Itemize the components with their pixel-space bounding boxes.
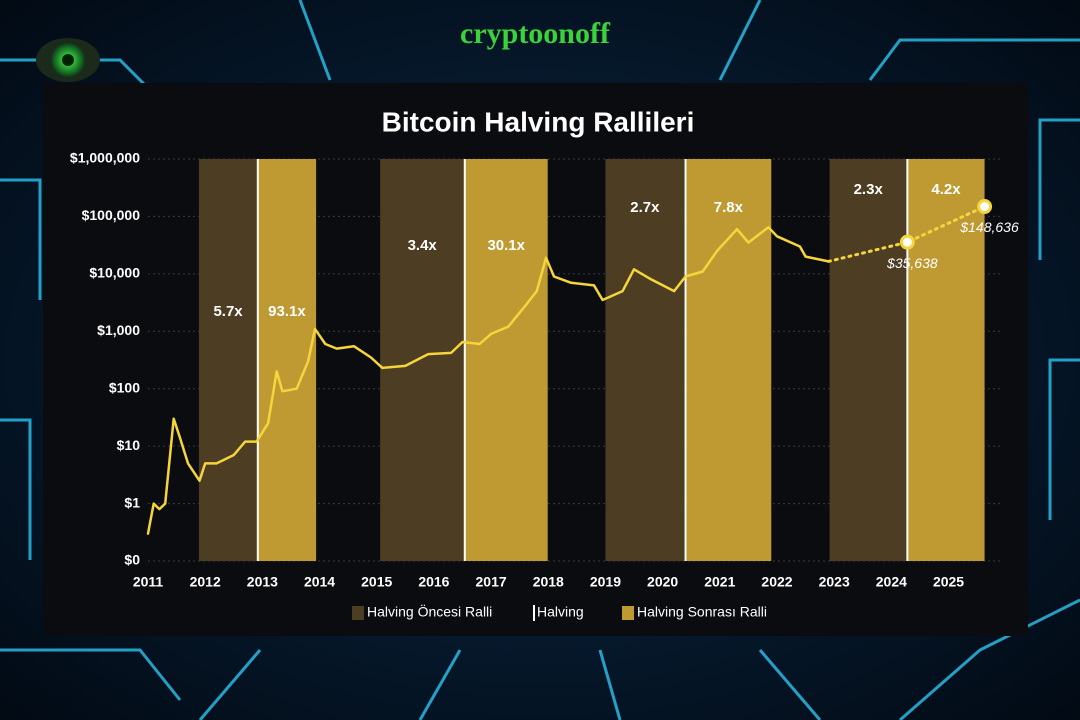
legend-label: Halving Sonrası Ralli (637, 604, 767, 620)
projection-point (977, 199, 993, 215)
legend-swatch (352, 606, 364, 620)
x-tick-label: 2015 (361, 574, 392, 590)
x-tick-label: 2020 (647, 574, 678, 590)
logo (36, 38, 100, 82)
value-label: $148,636 (959, 219, 1019, 235)
y-tick-label: $100 (109, 379, 140, 395)
rally-band (257, 159, 317, 561)
rally-multiplier: 30.1x (487, 237, 525, 254)
rally-band (685, 159, 772, 561)
watermark: cryptoonoff (460, 17, 611, 50)
x-tick-label: 2025 (933, 574, 964, 590)
legend-swatch (622, 606, 634, 620)
rally-band (605, 159, 685, 561)
x-tick-label: 2018 (533, 574, 564, 590)
x-tick-label: 2019 (590, 574, 621, 590)
y-tick-label: $10,000 (89, 265, 140, 281)
projection-line (827, 205, 987, 263)
y-tick-label: $10 (117, 437, 141, 453)
y-tick-label: $1,000 (97, 322, 140, 338)
y-tick-label: $0 (124, 552, 140, 568)
value-label: $35,638 (886, 255, 938, 271)
x-tick-label: 2011 (133, 574, 164, 590)
rally-band (464, 159, 548, 561)
projection-point (899, 234, 915, 250)
y-tick-label: $1,000,000 (70, 150, 140, 166)
y-tick-label: $100,000 (82, 207, 141, 223)
rally-multiplier: 5.7x (213, 303, 243, 320)
x-tick-label: 2013 (247, 574, 278, 590)
x-tick-label: 2021 (704, 574, 735, 590)
rally-band (380, 159, 465, 561)
price-line (146, 225, 830, 535)
rally-band (907, 159, 985, 561)
rally-multiplier: 7.8x (714, 199, 744, 216)
x-tick-label: 2017 (476, 574, 507, 590)
x-tick-label: 2023 (819, 574, 850, 590)
legend-label: Halving Öncesi Ralli (367, 603, 492, 620)
x-tick-label: 2024 (876, 574, 907, 590)
x-tick-label: 2014 (304, 574, 335, 590)
rally-multiplier: 2.3x (854, 181, 884, 198)
rally-multiplier: 2.7x (630, 199, 660, 216)
y-tick-label: $1 (124, 494, 140, 510)
x-tick-label: 2016 (418, 574, 449, 590)
rally-band (829, 159, 907, 561)
chart-title: Bitcoin Halving Rallileri (382, 106, 695, 137)
rally-band (198, 159, 258, 561)
legend-label: Halving (537, 604, 584, 620)
x-tick-label: 2012 (190, 574, 221, 590)
x-tick-label: 2022 (761, 574, 792, 590)
rally-multiplier: 4.2x (931, 181, 961, 198)
rally-multiplier: 3.4x (408, 237, 438, 254)
rally-multiplier: 93.1x (268, 303, 306, 320)
